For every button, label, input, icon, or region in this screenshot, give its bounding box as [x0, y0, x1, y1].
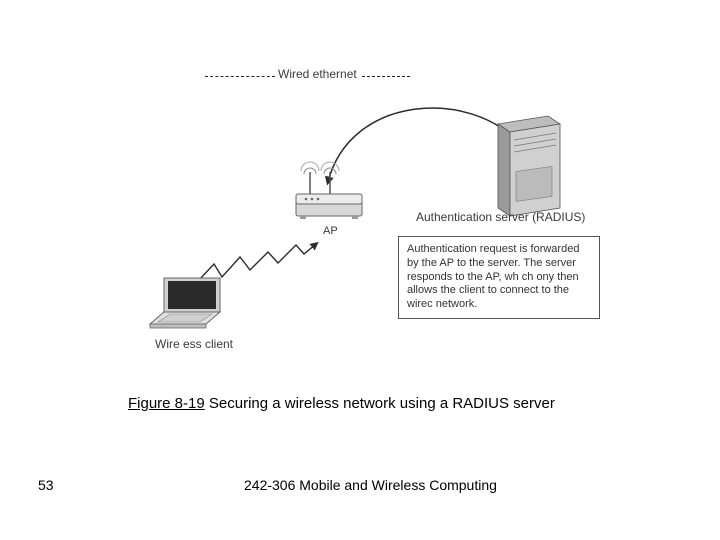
laptop-icon [150, 278, 220, 328]
auth-server-label: Authentication server (RADIUS) [416, 210, 585, 224]
wireless-link [198, 244, 316, 281]
page-number: 53 [38, 477, 54, 493]
slide: Wired ethernet [0, 0, 720, 540]
wireless-client-label: Wire ess client [155, 337, 233, 351]
info-box: Authentication request is forwarded by t… [398, 236, 600, 319]
figure-number: Figure 8-19 [128, 395, 205, 412]
course-footer: 242-306 Mobile and Wireless Computing [244, 477, 497, 493]
arc-ap-to-server [328, 108, 520, 182]
figure-caption: Figure 8-19 Securing a wireless network … [128, 395, 555, 412]
diagram-svg [0, 0, 720, 400]
ap-icon [296, 162, 362, 219]
ap-label: AP [323, 225, 338, 237]
server-icon [498, 116, 560, 216]
figure-text: Securing a wireless network using a RADI… [209, 395, 555, 412]
